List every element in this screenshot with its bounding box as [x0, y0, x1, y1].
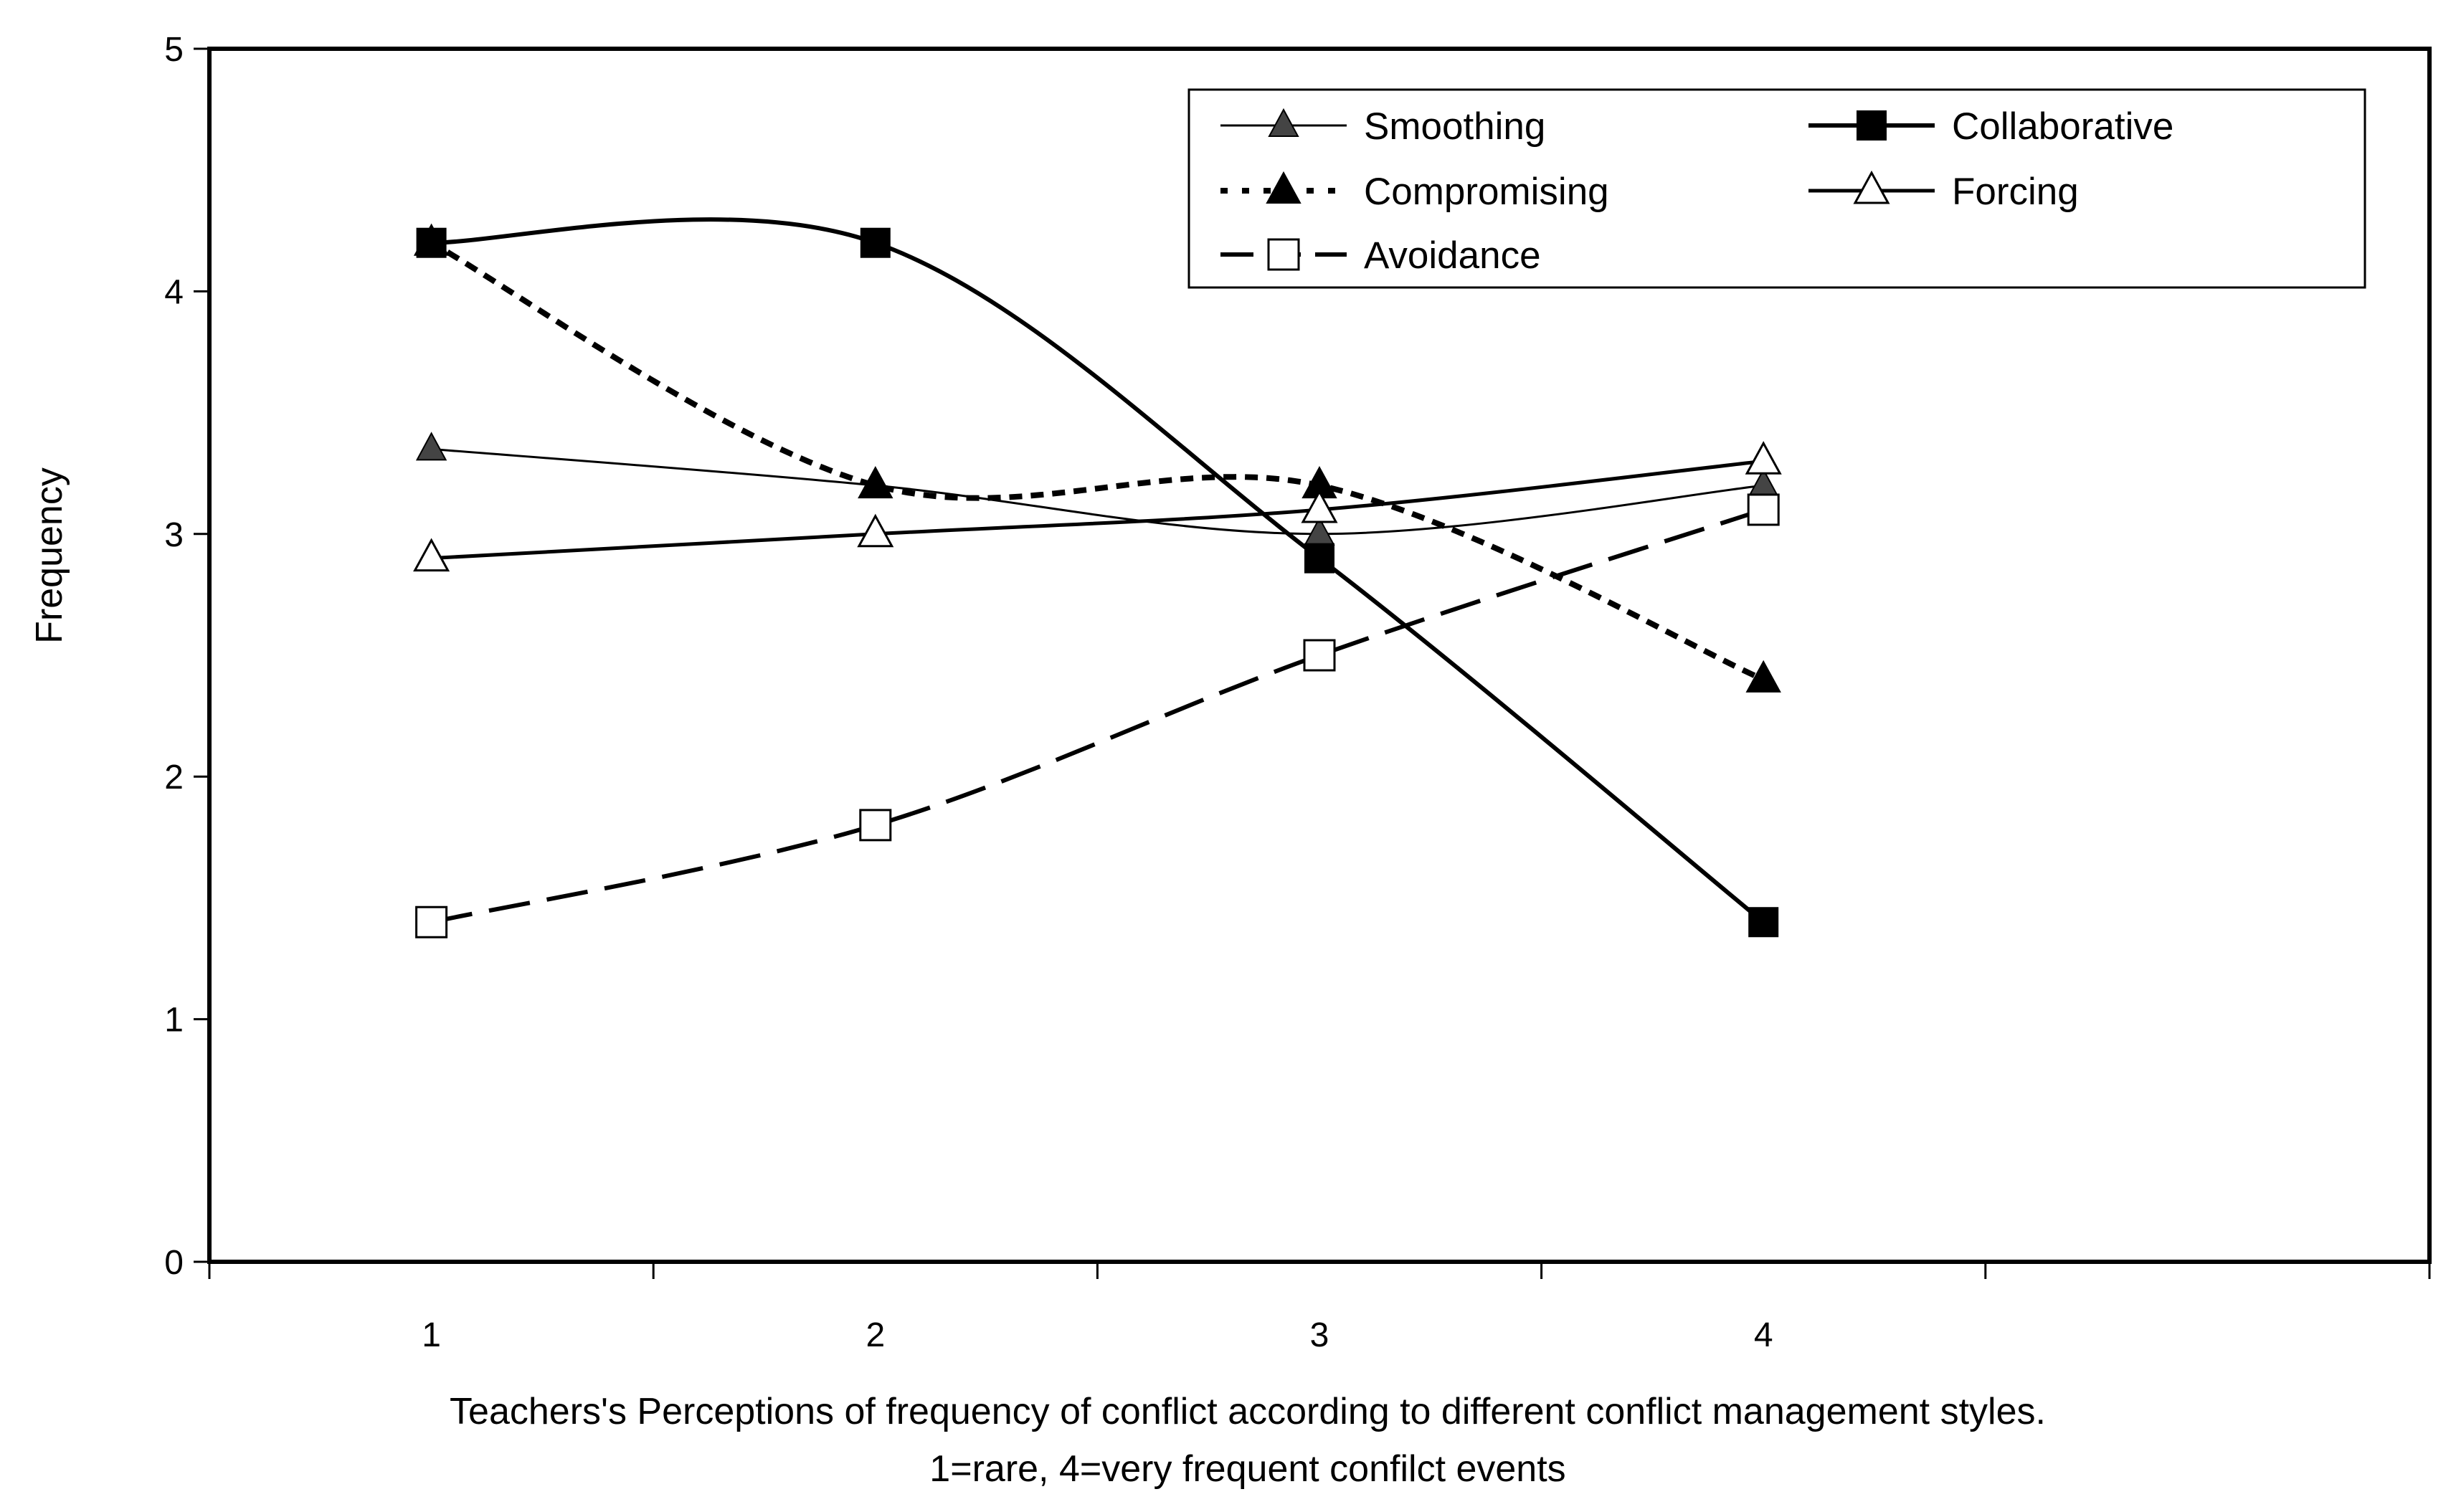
data-point-collaborative: [1748, 907, 1779, 938]
series-line-avoidance: [430, 508, 1765, 925]
series-line-smoothing: [431, 447, 1764, 536]
series-forcing: [413, 441, 1782, 572]
x-axis-title: Teachers's Perceptions of frequency of c…: [450, 1391, 2046, 1432]
data-point-compromising: [858, 466, 893, 499]
legend-label-avoidance: Avoidance: [1364, 234, 1541, 277]
series-compromising: [413, 223, 1781, 693]
legend-marker-forcing: [1853, 170, 1890, 204]
legend-item-collaborative: Collaborative: [1808, 105, 2173, 148]
legend-item-smoothing: Smoothing: [1220, 105, 1545, 148]
data-point-collaborative: [860, 227, 891, 258]
y-axis-title: Frequency: [29, 467, 70, 644]
legend-item-forcing: Forcing: [1808, 170, 2079, 213]
plot-frame: [207, 47, 2432, 1264]
legend-item-compromising: Compromising: [1220, 171, 1609, 213]
x-tick-label: 4: [1754, 1316, 1773, 1354]
legend-item-avoidance: Avoidance: [1220, 234, 1541, 277]
y-tick-label: 1: [164, 1002, 184, 1040]
data-point-collaborative: [1304, 543, 1334, 574]
data-point-compromising: [1745, 660, 1781, 693]
x-axis-title-line2: 1=rare, 4=very frequent confilct events: [929, 1448, 1565, 1490]
legend-label-compromising: Compromising: [1364, 171, 1609, 213]
data-point-forcing: [1745, 441, 1782, 475]
y-tick-label: 5: [164, 31, 184, 69]
legend-label-collaborative: Collaborative: [1952, 105, 2173, 148]
legend-marker-compromising: [1266, 171, 1302, 204]
legend-label-forcing: Forcing: [1952, 171, 2079, 213]
axes: 0 1 2 3 4 5 1 2 3 4: [164, 31, 2432, 1354]
legend-label-smoothing: Smoothing: [1364, 105, 1545, 148]
data-point-forcing: [413, 538, 450, 572]
data-point-avoidance: [415, 905, 448, 938]
data-point-smoothing: [415, 432, 447, 461]
data-point-forcing: [857, 513, 894, 548]
series-layer: [413, 217, 1782, 938]
data-point-avoidance: [1747, 493, 1780, 526]
y-tick-label: 4: [164, 273, 184, 311]
x-tick-label: 3: [1310, 1316, 1329, 1354]
legend-marker-collaborative: [1857, 110, 1887, 141]
data-point-avoidance: [859, 809, 892, 842]
legend: Smoothing Collaborative Compromising Forcin…: [1187, 88, 2366, 289]
y-tick-label: 0: [164, 1244, 184, 1282]
legend-box: [1187, 88, 2366, 289]
series-line-forcing: [431, 459, 1764, 561]
x-tick-label: 2: [866, 1316, 885, 1354]
data-point-compromising: [413, 223, 450, 256]
data-point-avoidance: [1303, 639, 1336, 672]
series-line-compromising: [427, 239, 1768, 684]
data-point-forcing: [1301, 489, 1338, 523]
series-collaborative: [416, 217, 1779, 938]
series-line-collaborative: [431, 217, 1765, 924]
legend-marker-avoidance: [1267, 238, 1300, 271]
y-tick-label: 3: [164, 516, 184, 554]
legend-marker-smoothing: [1268, 108, 1299, 137]
y-tick-label: 2: [164, 759, 184, 797]
x-tick-label: 1: [422, 1316, 441, 1354]
series-avoidance: [415, 493, 1780, 938]
